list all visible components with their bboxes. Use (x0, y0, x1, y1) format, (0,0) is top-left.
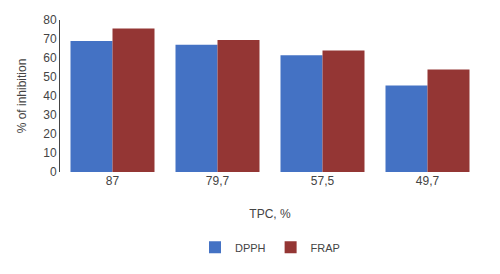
svg-text:20: 20 (43, 127, 57, 141)
svg-text:57,5: 57,5 (311, 174, 335, 188)
svg-text:DPPH: DPPH (235, 242, 266, 254)
svg-text:0: 0 (50, 165, 57, 179)
svg-text:50: 50 (43, 70, 57, 84)
svg-text:60: 60 (43, 51, 57, 65)
svg-text:30: 30 (43, 108, 57, 122)
svg-text:% of inhibition: % of inhibition (15, 59, 29, 134)
svg-text:FRAP: FRAP (311, 242, 340, 254)
svg-text:40: 40 (43, 89, 57, 103)
svg-text:49,7: 49,7 (416, 174, 440, 188)
svg-text:87: 87 (106, 174, 120, 188)
svg-text:10: 10 (43, 146, 57, 160)
svg-text:80: 80 (43, 13, 57, 27)
svg-text:79,7: 79,7 (206, 174, 230, 188)
svg-text:TPC, %: TPC, % (249, 207, 291, 221)
svg-text:70: 70 (43, 32, 57, 46)
